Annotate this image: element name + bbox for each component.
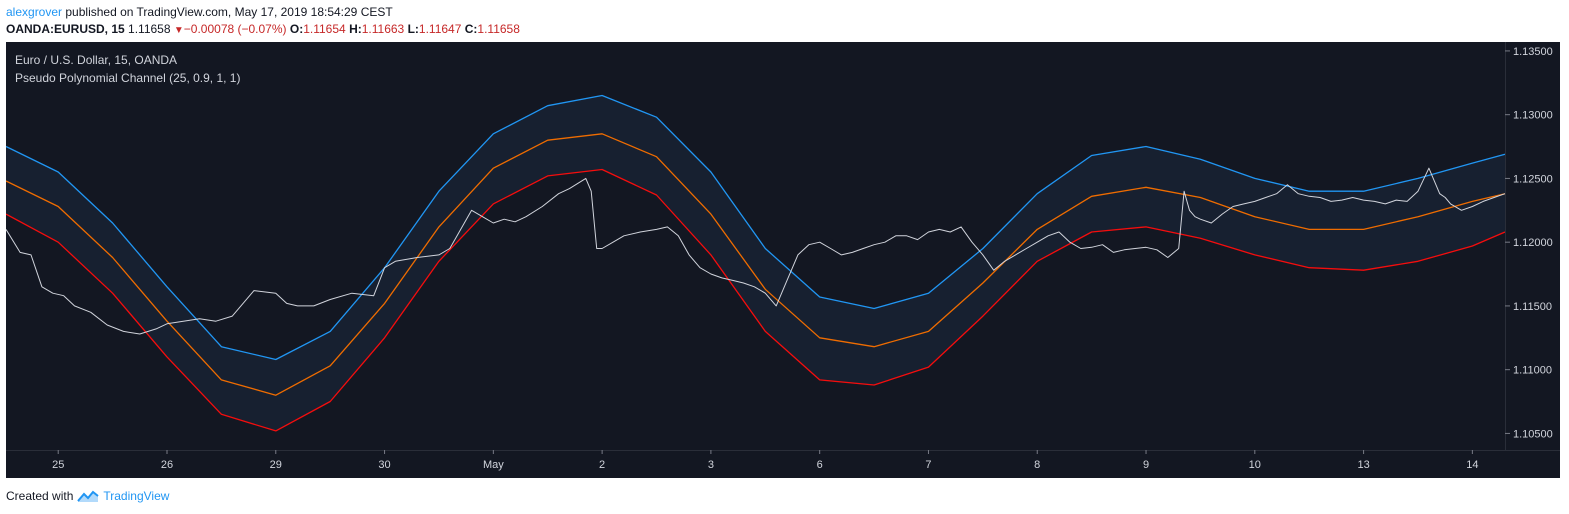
channel-fill bbox=[6, 95, 1505, 431]
time-tick-label: 25 bbox=[52, 459, 64, 471]
price-line bbox=[6, 167, 1506, 335]
time-tick-label: 7 bbox=[925, 459, 931, 471]
time-tick-label: May bbox=[483, 459, 504, 471]
time-tick-label: 26 bbox=[161, 459, 173, 471]
time-tick-label: 13 bbox=[1357, 459, 1369, 471]
quote-change: −0.00078 (−0.07%) bbox=[183, 22, 287, 36]
footer: Created with TradingView bbox=[6, 489, 169, 503]
price-tick-label: 1.10500 bbox=[1513, 428, 1553, 440]
time-tick-label: 29 bbox=[270, 459, 282, 471]
price-tick-label: 1.12000 bbox=[1513, 237, 1553, 249]
quote-symbol: OANDA:EURUSD, 15 bbox=[6, 22, 125, 36]
quote-open-value: 1.11654 bbox=[303, 22, 346, 36]
price-tick-label: 1.13000 bbox=[1513, 110, 1553, 122]
quote-open-label: O: bbox=[289, 22, 304, 36]
price-tick-label: 1.12500 bbox=[1513, 173, 1553, 185]
time-tick-label: 10 bbox=[1249, 459, 1261, 471]
price-tick-label: 1.11500 bbox=[1513, 301, 1552, 313]
created-with-text: Created with bbox=[6, 489, 74, 503]
indicator-legend[interactable]: Pseudo Polynomial Channel (25, 0.9, 1, 1… bbox=[15, 71, 241, 85]
quote-low-value: 1.11647 bbox=[418, 22, 462, 36]
price-tick-label: 1.13500 bbox=[1513, 46, 1553, 58]
time-tick-label: 9 bbox=[1143, 459, 1149, 471]
publish-line: alexgrover published on TradingView.com,… bbox=[6, 5, 393, 19]
quote-close-value: 1.11658 bbox=[477, 22, 520, 36]
quote-last: 1.11658 bbox=[128, 22, 171, 36]
time-axis[interactable]: 25 26 29 30 May 2 3 6 7 8 9 10 13 14 bbox=[6, 450, 1560, 471]
tradingview-brand-link[interactable]: TradingView bbox=[103, 489, 170, 503]
price-chart[interactable]: 1.13500 1.13000 1.12500 1.12000 1.11500 1.110… bbox=[6, 42, 1560, 478]
quote-close-label: C: bbox=[464, 22, 478, 36]
down-arrow-icon: ▼ bbox=[173, 25, 184, 36]
time-tick-label: 30 bbox=[378, 459, 390, 471]
time-tick-label: 2 bbox=[599, 459, 605, 471]
time-tick-label: 6 bbox=[817, 459, 823, 471]
symbol-legend: Euro / U.S. Dollar, 15, OANDA bbox=[15, 53, 178, 67]
time-tick-label: 14 bbox=[1466, 459, 1478, 471]
quote-low-label: L: bbox=[407, 22, 419, 36]
price-tick-label: 1.11000 bbox=[1513, 365, 1552, 377]
price-axis[interactable]: 1.13500 1.13000 1.12500 1.12000 1.11500 1.110… bbox=[1505, 42, 1553, 450]
middle-band-line bbox=[6, 133, 1506, 396]
author-link[interactable]: alexgrover bbox=[6, 5, 63, 19]
time-tick-label: 8 bbox=[1034, 459, 1040, 471]
quote-high-value: 1.11663 bbox=[361, 22, 405, 36]
time-tick-label: 3 bbox=[708, 459, 714, 471]
tradingview-logo-icon bbox=[77, 490, 99, 502]
lower-band-line bbox=[6, 168, 1506, 432]
published-text: published on TradingView.com, May 17, 20… bbox=[65, 5, 393, 19]
upper-band-line bbox=[6, 94, 1506, 361]
quote-line: OANDA:EURUSD, 15 1.11658 ▼−0.00078 (−0.0… bbox=[6, 22, 520, 36]
plot-area bbox=[6, 94, 1506, 432]
quote-high-label: H: bbox=[349, 22, 362, 36]
